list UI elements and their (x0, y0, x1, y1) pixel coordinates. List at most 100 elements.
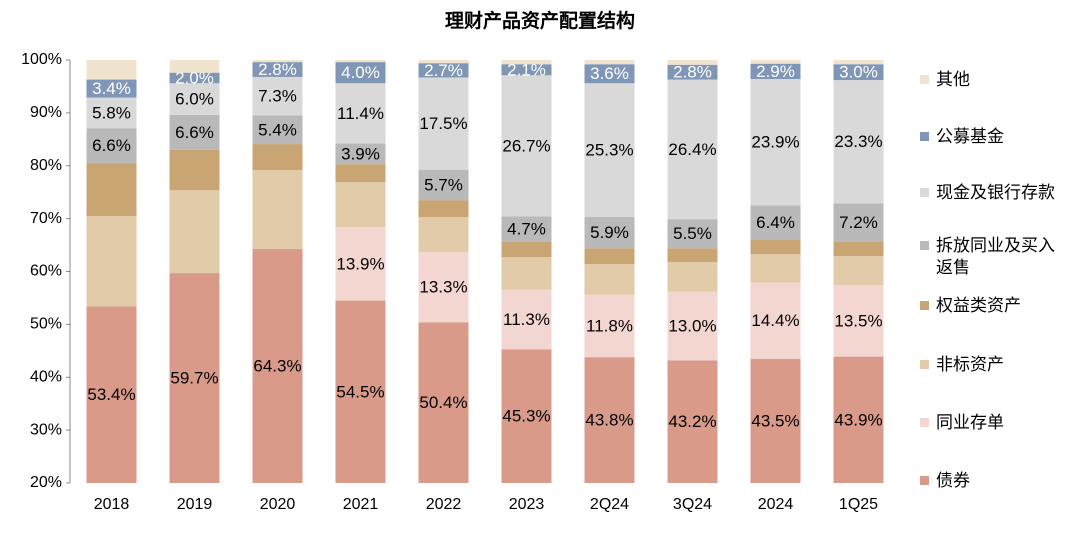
data-label: 13.5% (834, 311, 882, 330)
bar-segment (833, 256, 884, 286)
bar-segment (750, 79, 801, 206)
bar-segment (833, 80, 884, 204)
data-label: 3.6% (590, 64, 629, 83)
bar-segment (501, 241, 552, 258)
data-label: 43.2% (668, 412, 716, 431)
bar-segment (418, 60, 469, 64)
data-label: 54.5% (336, 382, 384, 401)
bar-segment (252, 62, 303, 77)
data-label: 6.4% (756, 213, 795, 232)
bar-segment (169, 83, 220, 115)
data-label: 5.5% (673, 224, 712, 243)
bar-segment (252, 144, 303, 170)
bar-segment (169, 273, 220, 483)
legend-swatch (920, 132, 929, 141)
data-label: 3.4% (92, 79, 131, 98)
bar-segment (86, 79, 137, 98)
legend-swatch (920, 301, 929, 310)
y-tick-label: 60% (30, 263, 62, 280)
legend-label: 其他 (936, 70, 970, 89)
legend-label: 权益类资产 (936, 296, 1021, 315)
bar-segment (667, 261, 718, 292)
data-label: 2.9% (756, 62, 795, 81)
x-tick-label: 2023 (509, 496, 545, 513)
bar-segment (750, 205, 801, 240)
data-label: 6.6% (92, 136, 131, 155)
legend-label: 公募基金 (936, 127, 1004, 146)
data-label: 5.7% (424, 176, 463, 195)
x-tick-label: 2024 (758, 496, 794, 513)
bar-segment (418, 251, 469, 323)
legend-swatch (920, 360, 929, 369)
data-label: 4.0% (341, 63, 380, 82)
y-tick-label: 80% (30, 157, 62, 174)
bar-segment (418, 169, 469, 201)
bar-segment (833, 64, 884, 81)
bar-segment (335, 62, 386, 84)
bar-segment (750, 358, 801, 483)
bar-segment (252, 115, 303, 145)
x-tick-label: 2020 (260, 496, 296, 513)
y-tick-label: 50% (30, 316, 62, 333)
legend-label: 拆放同业及买入返售 (936, 236, 1055, 277)
bar-segment (667, 60, 718, 65)
x-tick-label: 2018 (94, 496, 130, 513)
bar-segment (833, 285, 884, 357)
bar-segment (418, 63, 469, 78)
data-label: 7.2% (839, 213, 878, 232)
data-label: 5.8% (92, 103, 131, 122)
bar-segment (169, 60, 220, 73)
chart-title: 理财产品资产配置结构 (445, 9, 635, 32)
data-label: 3.9% (341, 144, 380, 163)
y-tick-label: 90% (30, 104, 62, 121)
bar-segment (252, 169, 303, 249)
bar-segment (335, 143, 386, 165)
bar-segment (335, 227, 386, 301)
data-label: 53.4% (87, 385, 135, 404)
x-tick-label: 2Q24 (590, 496, 629, 513)
legend-swatch (920, 188, 929, 197)
legend-label: 债券 (936, 471, 970, 490)
data-label: 7.3% (258, 87, 297, 106)
data-label: 13.3% (419, 278, 467, 297)
data-label: 26.4% (668, 140, 716, 159)
data-label: 23.9% (751, 133, 799, 152)
y-tick-label: 20% (30, 474, 62, 491)
data-label: 2.0% (175, 68, 214, 87)
bar-segment (501, 60, 552, 65)
bar-segment (667, 219, 718, 249)
data-label: 50.4% (419, 393, 467, 412)
bar-segment (335, 164, 386, 183)
data-label: 6.6% (175, 123, 214, 142)
data-label: 11.8% (586, 316, 633, 335)
bar-segment (833, 241, 884, 257)
bar-segment (667, 248, 718, 262)
data-label: 4.7% (507, 219, 546, 238)
data-label: 45.3% (502, 407, 550, 426)
legend-label: 非标资产 (936, 355, 1004, 374)
x-tick-label: 2022 (426, 496, 462, 513)
legend-swatch (920, 241, 929, 250)
bar-segment (418, 77, 469, 170)
bar-segment (667, 360, 718, 483)
bar-segment (335, 182, 386, 228)
bar-segment (252, 76, 303, 116)
data-label: 2.7% (424, 61, 463, 80)
bar-segment (86, 60, 137, 80)
bar-segment (833, 203, 884, 242)
bar-segment (750, 254, 801, 283)
bar-segment (584, 357, 635, 483)
x-tick-label: 1Q25 (839, 496, 878, 513)
legend-swatch (920, 418, 929, 427)
bar-segment (750, 63, 801, 80)
bar-segment (169, 149, 220, 191)
bar-segment (169, 114, 220, 150)
bar-segment (252, 248, 303, 483)
data-label: 14.4% (751, 311, 799, 330)
bar-segment (584, 60, 635, 65)
data-label: 17.5% (419, 114, 467, 133)
y-tick-label: 40% (30, 368, 62, 385)
y-tick-label: 30% (30, 421, 62, 438)
bar-segment (418, 217, 469, 252)
bar-segment (252, 60, 303, 63)
